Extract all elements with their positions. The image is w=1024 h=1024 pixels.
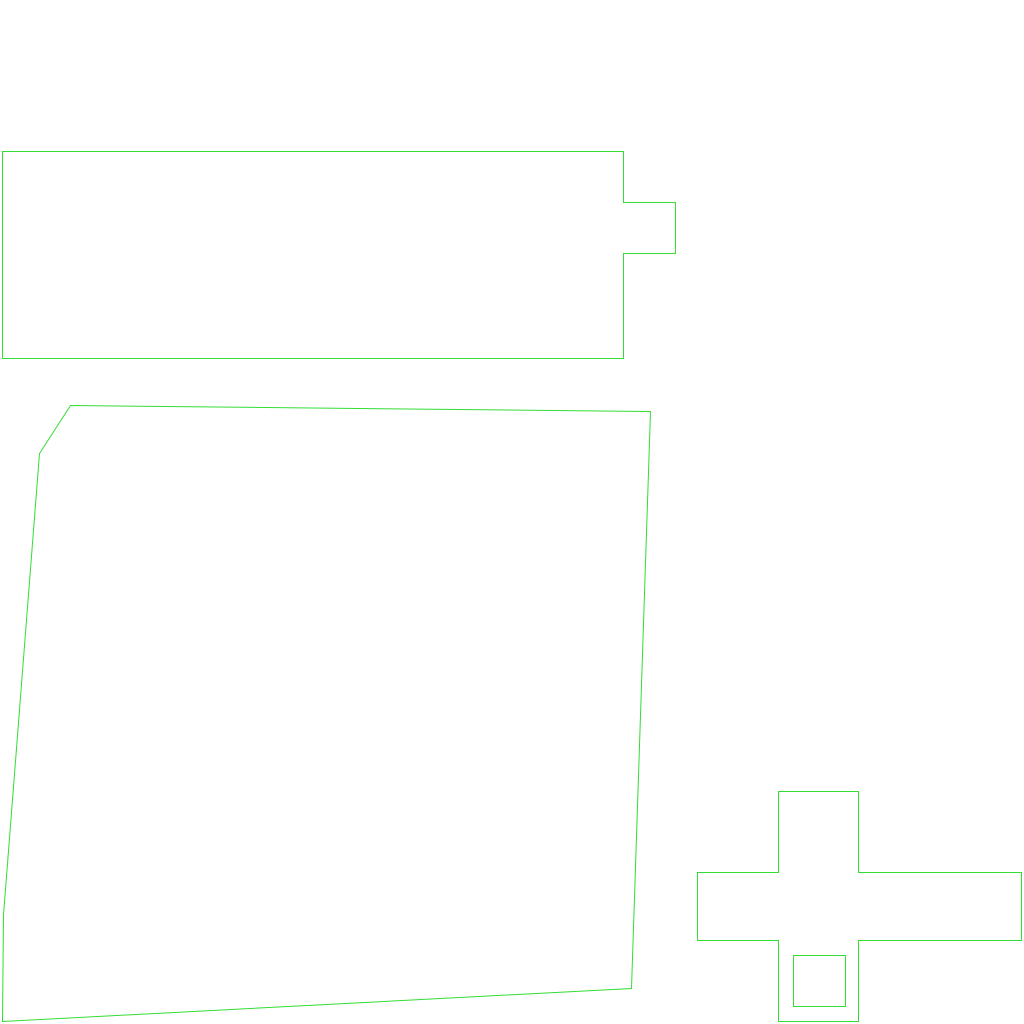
rectangle-with-tab-outline [2,151,676,359]
cross-outline [697,791,1022,1022]
inner-square-outline [793,955,846,1007]
quadrilateral-outline [1,404,652,1023]
